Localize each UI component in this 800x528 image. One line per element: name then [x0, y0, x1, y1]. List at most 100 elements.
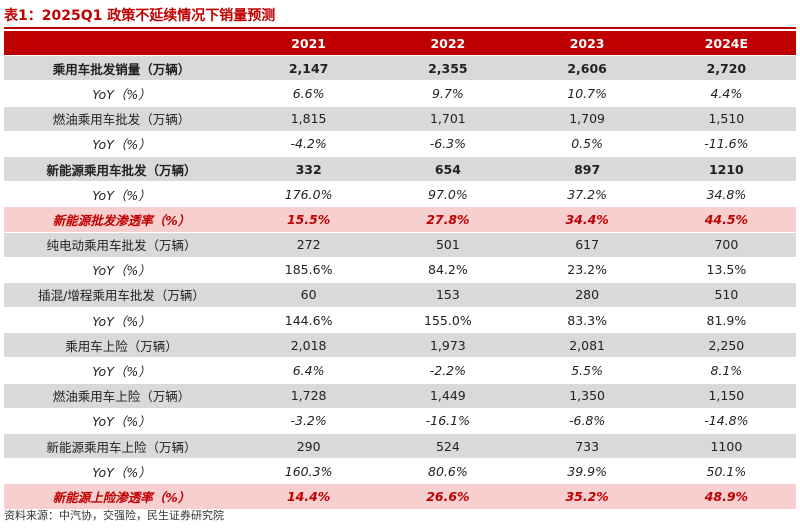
- table-cell: 35.2%: [517, 483, 657, 510]
- table-cell: -2.2%: [378, 357, 518, 384]
- row-label: 插混/增程乘用车批发（万辆）: [4, 282, 239, 309]
- table-cell: 1,701: [378, 106, 518, 132]
- table-cell: 1,815: [239, 106, 379, 132]
- table-cell: 176.0%: [239, 181, 379, 208]
- table-cell: 2,147: [239, 55, 379, 82]
- row-label: 燃油乘用车批发（万辆）: [4, 106, 239, 132]
- table-cell: -16.1%: [378, 408, 518, 435]
- table-cell: 1,510: [656, 106, 796, 132]
- header-cell-2023: 2023: [517, 31, 657, 57]
- row-label: YoY（%）: [4, 131, 239, 157]
- table-cell: -3.2%: [239, 408, 379, 435]
- table-cell: 13.5%: [656, 257, 796, 283]
- row-label: YoY（%）: [4, 458, 239, 485]
- header-cell-label: [4, 31, 239, 57]
- row-label: YoY（%）: [4, 257, 239, 283]
- table-cell: 1,449: [378, 383, 518, 409]
- table-cell: 1210: [656, 156, 796, 183]
- table-cell: 48.9%: [656, 483, 796, 510]
- table-cell: 9.7%: [378, 80, 518, 107]
- table-cell: -6.3%: [378, 131, 518, 157]
- table-row: 燃油乘用车上险（万辆） 1,728 1,449 1,350 1,150: [4, 383, 796, 409]
- table-cell: 2,720: [656, 55, 796, 82]
- table-cell: 6.6%: [239, 80, 379, 107]
- table-cell: 23.2%: [517, 257, 657, 283]
- table-row: YoY（%） 160.3% 80.6% 39.9% 50.1%: [4, 458, 796, 485]
- header-cell-2022: 2022: [378, 31, 518, 57]
- table-cell: 80.6%: [378, 458, 518, 485]
- table-cell: 524: [378, 433, 518, 460]
- table-cell: 272: [239, 232, 379, 258]
- row-label: 燃油乘用车上险（万辆）: [4, 383, 239, 409]
- table-cell: 34.8%: [656, 181, 796, 208]
- table-cell: 897: [517, 156, 657, 183]
- table-cell: 1,150: [656, 383, 796, 409]
- table-cell: 332: [239, 156, 379, 183]
- table-cell: 1,350: [517, 383, 657, 409]
- table-cell: 14.4%: [239, 483, 379, 510]
- table-cell: 2,250: [656, 332, 796, 359]
- table-cell: 617: [517, 232, 657, 258]
- table-cell: 1,709: [517, 106, 657, 132]
- source-note: 资料来源：中汽协，交强险，民生证券研究院: [4, 509, 224, 522]
- table-row: 乘用车上险（万辆） 2,018 1,973 2,081 2,250: [4, 332, 796, 359]
- table-cell: 654: [378, 156, 518, 183]
- table-cell: 290: [239, 433, 379, 460]
- table-cell: 1100: [656, 433, 796, 460]
- row-label: YoY（%）: [4, 181, 239, 208]
- table-cell: 84.2%: [378, 257, 518, 283]
- table-cell: 1,973: [378, 332, 518, 359]
- table-cell: 10.7%: [517, 80, 657, 107]
- table-cell: 2,355: [378, 55, 518, 82]
- table-cell: 6.4%: [239, 357, 379, 384]
- table-cell: 2,018: [239, 332, 379, 359]
- table-row: YoY（%） 6.6% 9.7% 10.7% 4.4%: [4, 80, 796, 107]
- table-row: 新能源乘用车批发（万辆） 332 654 897 1210: [4, 156, 796, 183]
- table-cell: 27.8%: [378, 206, 518, 233]
- table-cell: -14.8%: [656, 408, 796, 435]
- table-cell: 39.9%: [517, 458, 657, 485]
- table-cell: 700: [656, 232, 796, 258]
- table-cell: 160.3%: [239, 458, 379, 485]
- table-row: YoY（%） -4.2% -6.3% 0.5% -11.6%: [4, 131, 796, 157]
- table-row: 乘用车批发销量（万辆） 2,147 2,355 2,606 2,720: [4, 55, 796, 82]
- forecast-table: 2021 2022 2023 2024E 乘用车批发销量（万辆） 2,147 2,3…: [4, 31, 796, 510]
- table-cell: 155.0%: [378, 307, 518, 334]
- header-cell-2021: 2021: [239, 31, 379, 57]
- title-rule: [4, 27, 796, 29]
- table-cell: 144.6%: [239, 307, 379, 334]
- table-cell: 1,728: [239, 383, 379, 409]
- table-row: YoY（%） -3.2% -16.1% -6.8% -14.8%: [4, 408, 796, 435]
- row-label: 新能源上险渗透率（%）: [4, 483, 239, 510]
- table-cell: 510: [656, 282, 796, 309]
- table-row: 插混/增程乘用车批发（万辆） 60 153 280 510: [4, 282, 796, 309]
- row-label: 新能源乘用车批发（万辆）: [4, 156, 239, 183]
- table-cell: 2,081: [517, 332, 657, 359]
- row-label: 乘用车批发销量（万辆）: [4, 55, 239, 82]
- table-row: 新能源批发渗透率（%） 15.5% 27.8% 34.4% 44.5%: [4, 206, 796, 233]
- header-cell-2024e: 2024E: [656, 31, 796, 57]
- table-cell: 83.3%: [517, 307, 657, 334]
- row-label: YoY（%）: [4, 307, 239, 334]
- row-label: YoY（%）: [4, 357, 239, 384]
- table-cell: 501: [378, 232, 518, 258]
- table-cell: 34.4%: [517, 206, 657, 233]
- table-cell: 185.6%: [239, 257, 379, 283]
- table-row: YoY（%） 6.4% -2.2% 5.5% 8.1%: [4, 357, 796, 384]
- table-row: 新能源乘用车上险（万辆） 290 524 733 1100: [4, 433, 796, 460]
- row-label: 乘用车上险（万辆）: [4, 332, 239, 359]
- table-cell: 81.9%: [656, 307, 796, 334]
- table-row: YoY（%） 176.0% 97.0% 37.2% 34.8%: [4, 181, 796, 208]
- table-cell: 37.2%: [517, 181, 657, 208]
- table-cell: -11.6%: [656, 131, 796, 157]
- table-cell: 60: [239, 282, 379, 309]
- row-label: 新能源乘用车上险（万辆）: [4, 433, 239, 460]
- table-row: YoY（%） 185.6% 84.2% 23.2% 13.5%: [4, 257, 796, 283]
- table-cell: 280: [517, 282, 657, 309]
- row-label: YoY（%）: [4, 408, 239, 435]
- row-label: 纯电动乘用车批发（万辆）: [4, 232, 239, 258]
- table-cell: 8.1%: [656, 357, 796, 384]
- table-row: 纯电动乘用车批发（万辆） 272 501 617 700: [4, 232, 796, 258]
- table-cell: -4.2%: [239, 131, 379, 157]
- table-row: YoY（%） 144.6% 155.0% 83.3% 81.9%: [4, 307, 796, 334]
